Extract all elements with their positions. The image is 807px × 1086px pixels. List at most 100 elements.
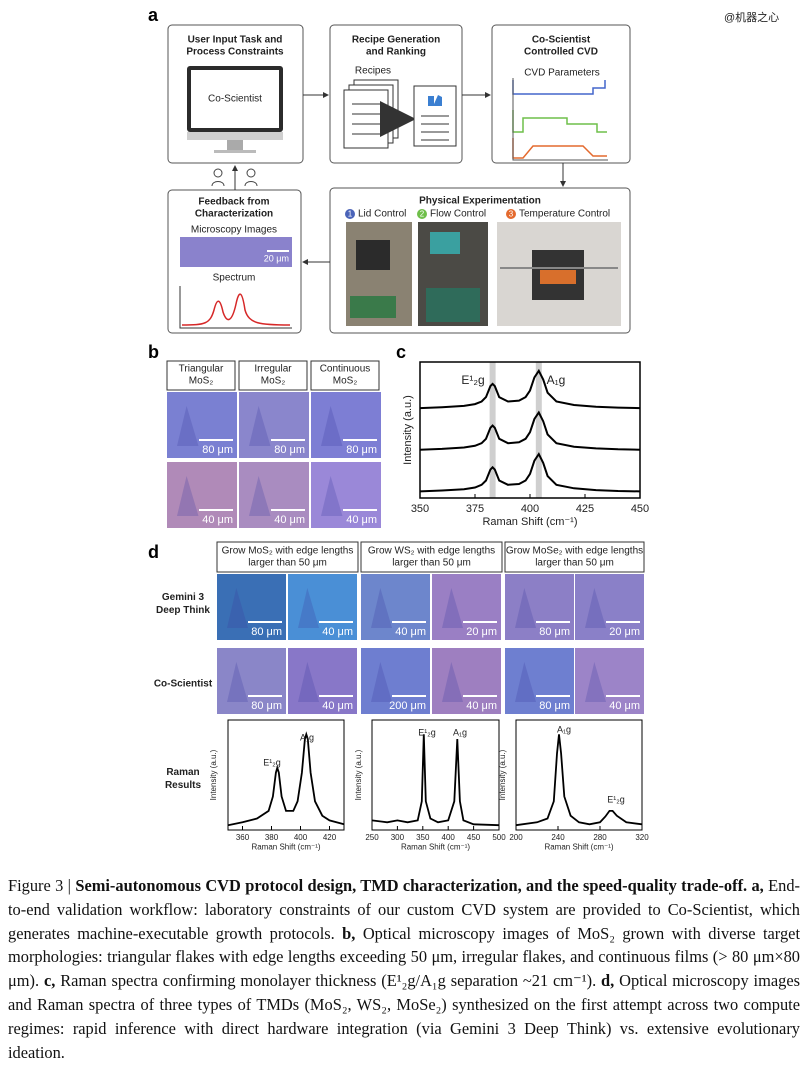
- micrograph: [361, 574, 430, 640]
- column-header: [238, 360, 308, 391]
- x-tick-label: 350: [416, 833, 430, 842]
- step-badge: [506, 209, 516, 219]
- y-axis-label: Intensity (a.u.): [402, 395, 414, 465]
- photo-detail: [540, 270, 576, 284]
- step-badge: [345, 209, 355, 219]
- scale-bar-label: 20 μm: [609, 626, 640, 638]
- row-label: Co-Scientist: [154, 679, 213, 690]
- column-header-text: larger than 50 μm: [248, 558, 327, 569]
- scale-bar-label: 80 μm: [539, 700, 570, 712]
- column-header-text: Grow MoS₂ with edge lengths: [222, 546, 354, 557]
- x-tick-label: 360: [236, 833, 250, 842]
- flake: [585, 588, 607, 628]
- spectrum-line: [371, 734, 500, 827]
- plot-label: CVD Parameters: [524, 68, 600, 79]
- spectrum-sketch: [181, 293, 291, 326]
- photo-detail: [350, 296, 396, 318]
- spectrum-line: [227, 731, 345, 827]
- flake: [249, 406, 271, 446]
- photo-detail: [356, 240, 390, 270]
- spectrum-line: [419, 410, 641, 451]
- x-tick-label: 425: [576, 503, 594, 515]
- scale-bar-label: 80 μm: [251, 626, 282, 638]
- x-axis-label: Raman Shift (cm⁻¹): [251, 843, 320, 852]
- doc-lines: [352, 103, 380, 135]
- column-header-text: Grow WS₂ with edge lengths: [368, 546, 495, 557]
- box-title: and Ranking: [366, 47, 426, 58]
- step-number: 3: [509, 210, 514, 219]
- caption-text: Optical microscopy images and Raman spec…: [8, 971, 800, 1062]
- step-number: 2: [420, 210, 425, 219]
- micrograph: [505, 648, 574, 714]
- scale-bar-label: 40 μm: [274, 514, 305, 526]
- y-axis-label: Intensity (a.u.): [209, 749, 218, 800]
- micrograph: [239, 392, 309, 458]
- column-header-text: MoS₂: [261, 376, 286, 387]
- param-line: [512, 110, 607, 133]
- box-title: Characterization: [195, 209, 273, 220]
- micrograph: [432, 648, 501, 714]
- column-header-text: Continuous: [320, 364, 371, 375]
- column-header: [504, 541, 645, 573]
- column-header-text: larger than 50 μm: [392, 558, 471, 569]
- peak-annotation: E¹₂g: [607, 794, 625, 804]
- flake: [298, 662, 320, 702]
- person-icon: [246, 168, 256, 178]
- micrograph: [361, 648, 430, 714]
- caption-text: Raman spectra confirming monolayer thick…: [55, 971, 597, 991]
- panel-label: c: [396, 342, 406, 362]
- scale-bar-label: 40 μm: [609, 700, 640, 712]
- x-tick-label: 375: [466, 503, 484, 515]
- box-title: Process Constraints: [186, 47, 284, 58]
- caption-title: Semi-autonomous CVD protocol design, TMD…: [75, 876, 748, 895]
- x-tick-label: 300: [391, 833, 405, 842]
- flake: [298, 588, 320, 628]
- images-label: Microscopy Images: [191, 225, 277, 236]
- x-tick-label: 400: [442, 833, 456, 842]
- micrograph: [432, 574, 501, 640]
- flake: [585, 662, 607, 702]
- caption-text: Optical microscopy images of MoS₂ grown …: [8, 923, 800, 991]
- flake: [321, 476, 343, 516]
- monitor-stand: [227, 140, 243, 150]
- param-axes: [512, 78, 608, 161]
- x-tick-label: 450: [467, 833, 481, 842]
- x-tick-label: 400: [521, 503, 539, 515]
- scale-bar-label: 40 μm: [322, 700, 353, 712]
- monitor-base: [214, 150, 256, 153]
- scale-bar-label: 80 μm: [202, 444, 233, 456]
- thumb-icon: [428, 95, 442, 106]
- box-title: Recipe Generation: [352, 35, 440, 46]
- x-axis-label: Raman Shift (cm⁻¹): [482, 516, 577, 528]
- x-tick-label: 450: [631, 503, 649, 515]
- step-badge: [417, 209, 427, 219]
- person-icon: [244, 181, 258, 187]
- x-tick-label: 400: [294, 833, 308, 842]
- watermark: @机器之心: [724, 10, 779, 24]
- scale-bar-label: 20 μm: [264, 253, 289, 263]
- plot-frame: [371, 719, 500, 831]
- column-header-text: Grow MoSe₂ with edge lengths: [506, 546, 643, 557]
- spectrum-line: [515, 734, 643, 827]
- plot-frame: [515, 719, 643, 831]
- scale-bar-label: 40 μm: [322, 626, 353, 638]
- x-tick-label: 280: [593, 833, 607, 842]
- micrograph: [167, 462, 237, 528]
- step-label: Temperature Control: [519, 209, 610, 220]
- flake: [371, 662, 393, 702]
- row-label: Raman: [166, 767, 199, 778]
- scale-bar-label: 80 μm: [539, 626, 570, 638]
- box-title: Co-Scientist: [532, 35, 591, 46]
- caption: Figure 3 | Semi-autonomous CVD protocol …: [8, 874, 800, 1064]
- caption-key: a,: [747, 876, 764, 895]
- scale-bar-label: 80 μm: [251, 700, 282, 712]
- step-label: Lid Control: [358, 209, 406, 220]
- scale-bar-label: 20 μm: [466, 626, 497, 638]
- document: [343, 89, 389, 149]
- scale-bar-label: 200 μm: [389, 700, 426, 712]
- scale-bar-label: 40 μm: [202, 514, 233, 526]
- peak-annotation: E¹₂g: [418, 727, 436, 737]
- peak-annotation: A₁g: [300, 732, 314, 742]
- row-label: Gemini 3: [162, 592, 205, 603]
